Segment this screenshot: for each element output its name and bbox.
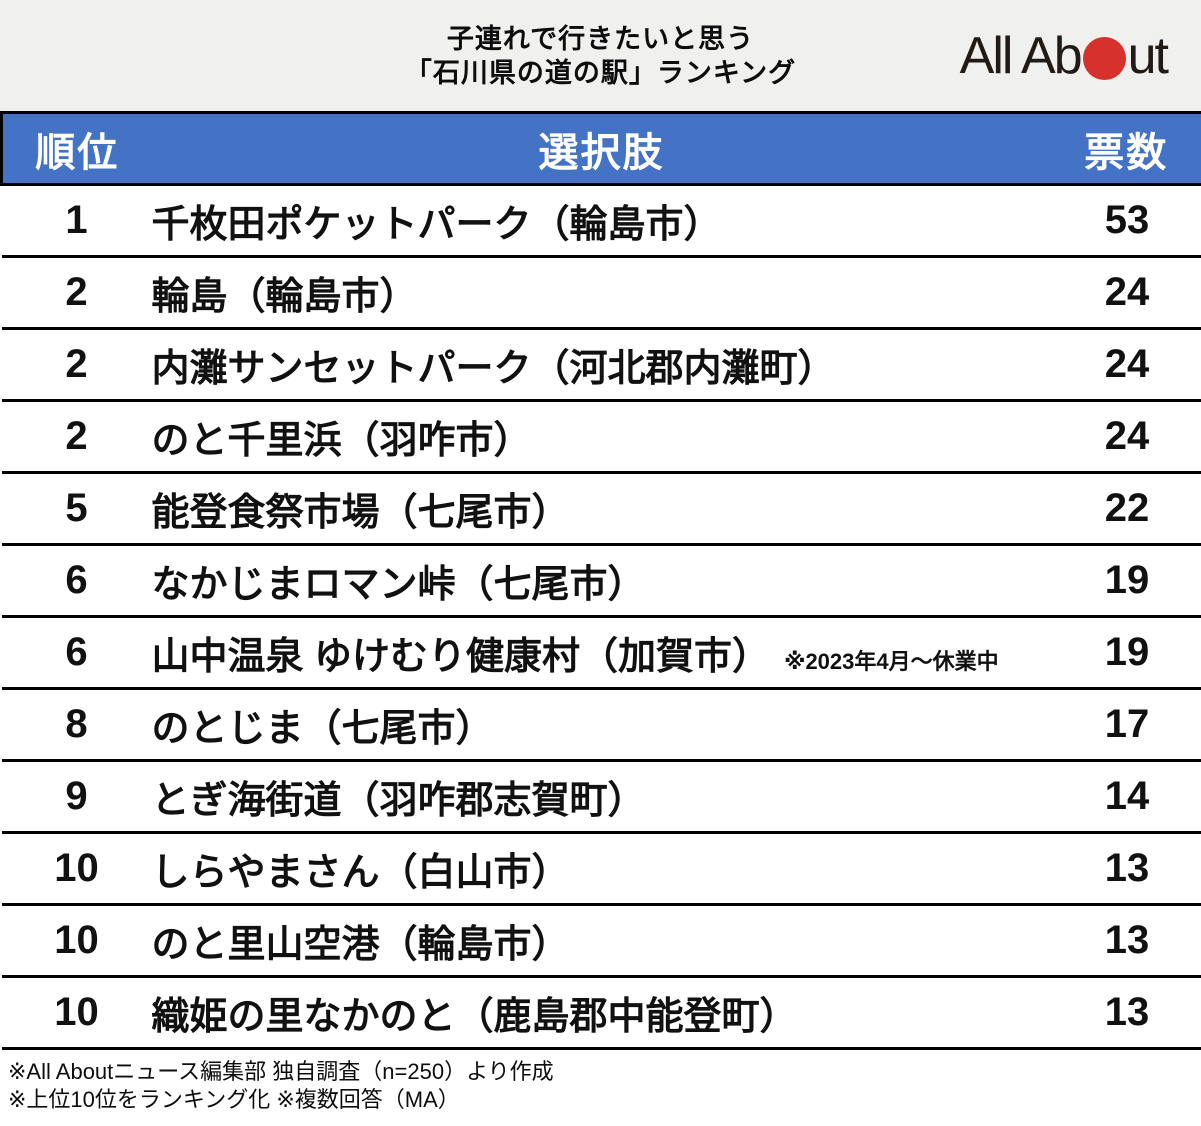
header: 子連れで行きたいと思う 「石川県の道の駅」ランキング All Ab ut: [0, 0, 1201, 111]
table-row: 6 山中温泉 ゆけむり健康村（加賀市） ※2023年4月〜休業中 19: [1, 616, 1201, 690]
votes-cell: 24: [1051, 256, 1201, 330]
rank-cell: 2: [1, 328, 152, 402]
page-title: 子連れで行きたいと思う 「石川県の道の駅」ランキング: [405, 22, 796, 90]
logo-text-left: All Ab: [959, 26, 1083, 85]
table-header: 順位 選択肢 票数: [0, 111, 1201, 186]
table-row: 8 のとじま（七尾市） 17: [1, 688, 1201, 762]
choice-name: のと千里浜（羽咋市）: [151, 420, 532, 462]
rank-cell: 2: [1, 400, 152, 474]
votes-cell: 24: [1051, 400, 1201, 474]
choice-cell: しらやまさん（白山市）: [151, 832, 1052, 906]
table-row: 6 なかじまロマン峠（七尾市） 19: [1, 544, 1201, 618]
choice-cell: 能登食祭市場（七尾市）: [151, 472, 1052, 546]
table-row: 9 とぎ海街道（羽咋郡志賀町） 14: [1, 760, 1201, 834]
choice-name: 千枚田ポケットパーク（輪島市）: [151, 204, 722, 246]
rank-cell: 10: [1, 976, 152, 1050]
footer: ※All Aboutニュース編集部 独自調査（n=250）より作成 ※上位10位…: [0, 1050, 1201, 1114]
rank-cell: 2: [1, 256, 152, 330]
title-line-1: 子連れで行きたいと思う: [446, 23, 755, 54]
choice-cell: とぎ海街道（羽咋郡志賀町）: [151, 760, 1052, 834]
choice-cell: のとじま（七尾市）: [151, 688, 1052, 762]
column-header-rank: 順位: [0, 111, 152, 186]
choice-cell: 千枚田ポケットパーク（輪島市）: [151, 184, 1052, 258]
choice-name: なかじまロマン峠（七尾市）: [151, 564, 646, 606]
rank-cell: 5: [1, 472, 152, 546]
choice-cell: 輪島（輪島市）: [151, 256, 1052, 330]
rank-cell: 10: [1, 832, 152, 906]
choice-cell: 織姫の里なかのと（鹿島郡中能登町）: [151, 976, 1052, 1050]
table-row: 1 千枚田ポケットパーク（輪島市） 53: [1, 184, 1201, 258]
ranking-table: 順位 選択肢 票数 1 千枚田ポケットパーク（輪島市） 53 2 輪島（輪島市）…: [0, 111, 1201, 1050]
choice-cell: 内灘サンセットパーク（河北郡内灘町）: [151, 328, 1052, 402]
rank-cell: 8: [1, 688, 152, 762]
choice-name: のとじま（七尾市）: [151, 708, 494, 750]
column-header-choice: 選択肢: [151, 111, 1052, 186]
rank-cell: 9: [1, 760, 152, 834]
table-row: 10 のと里山空港（輪島市） 13: [1, 904, 1201, 978]
choice-name: 能登食祭市場（七尾市）: [151, 492, 570, 534]
allabout-logo: All Ab ut: [959, 26, 1169, 85]
footnote-line-2: ※上位10位をランキング化 ※複数回答（MA）: [8, 1087, 460, 1112]
choice-cell: のと千里浜（羽咋市）: [151, 400, 1052, 474]
choice-name: のと里山空港（輪島市）: [151, 924, 570, 966]
choice-cell: のと里山空港（輪島市）: [151, 904, 1052, 978]
votes-cell: 24: [1051, 328, 1201, 402]
choice-name: 織姫の里なかのと（鹿島郡中能登町）: [151, 996, 798, 1038]
choice-cell: なかじまロマン峠（七尾市）: [151, 544, 1052, 618]
logo-text-right: ut: [1127, 26, 1169, 85]
votes-cell: 19: [1051, 544, 1201, 618]
choice-name: 山中温泉 ゆけむり健康村（加賀市）: [151, 636, 771, 678]
votes-cell: 22: [1051, 472, 1201, 546]
table-body: 1 千枚田ポケットパーク（輪島市） 53 2 輪島（輪島市） 24 2 内灘サン…: [1, 184, 1201, 1050]
votes-cell: 14: [1051, 760, 1201, 834]
choice-name: とぎ海街道（羽咋郡志賀町）: [151, 780, 646, 822]
choice-cell: 山中温泉 ゆけむり健康村（加賀市） ※2023年4月〜休業中: [151, 616, 1052, 690]
rank-cell: 6: [1, 616, 152, 690]
column-header-votes: 票数: [1051, 111, 1201, 186]
choice-name: しらやまさん（白山市）: [151, 852, 570, 894]
rank-cell: 1: [1, 184, 152, 258]
title-line-2: 「石川県の道の駅」ランキング: [404, 57, 797, 88]
logo-red-dot-icon: [1082, 37, 1126, 80]
rank-cell: 6: [1, 544, 152, 618]
table-row: 2 のと千里浜（羽咋市） 24: [1, 400, 1201, 474]
choice-note: ※2023年4月〜休業中: [784, 649, 999, 674]
votes-cell: 17: [1051, 688, 1201, 762]
votes-cell: 13: [1051, 832, 1201, 906]
votes-cell: 19: [1051, 616, 1201, 690]
choice-name: 輪島（輪島市）: [151, 276, 418, 318]
table-row: 2 輪島（輪島市） 24: [1, 256, 1201, 330]
table-row: 10 しらやまさん（白山市） 13: [1, 832, 1201, 906]
table-header-row: 順位 選択肢 票数: [0, 111, 1201, 186]
choice-name: 内灘サンセットパーク（河北郡内灘町）: [151, 348, 836, 390]
table-row: 5 能登食祭市場（七尾市） 22: [1, 472, 1201, 546]
votes-cell: 13: [1051, 976, 1201, 1050]
rank-cell: 10: [1, 904, 152, 978]
votes-cell: 13: [1051, 904, 1201, 978]
table-row: 2 内灘サンセットパーク（河北郡内灘町） 24: [1, 328, 1201, 402]
table-row: 10 織姫の里なかのと（鹿島郡中能登町） 13: [1, 976, 1201, 1050]
footnote-line-1: ※All Aboutニュース編集部 独自調査（n=250）より作成: [8, 1059, 554, 1084]
votes-cell: 53: [1051, 184, 1201, 258]
